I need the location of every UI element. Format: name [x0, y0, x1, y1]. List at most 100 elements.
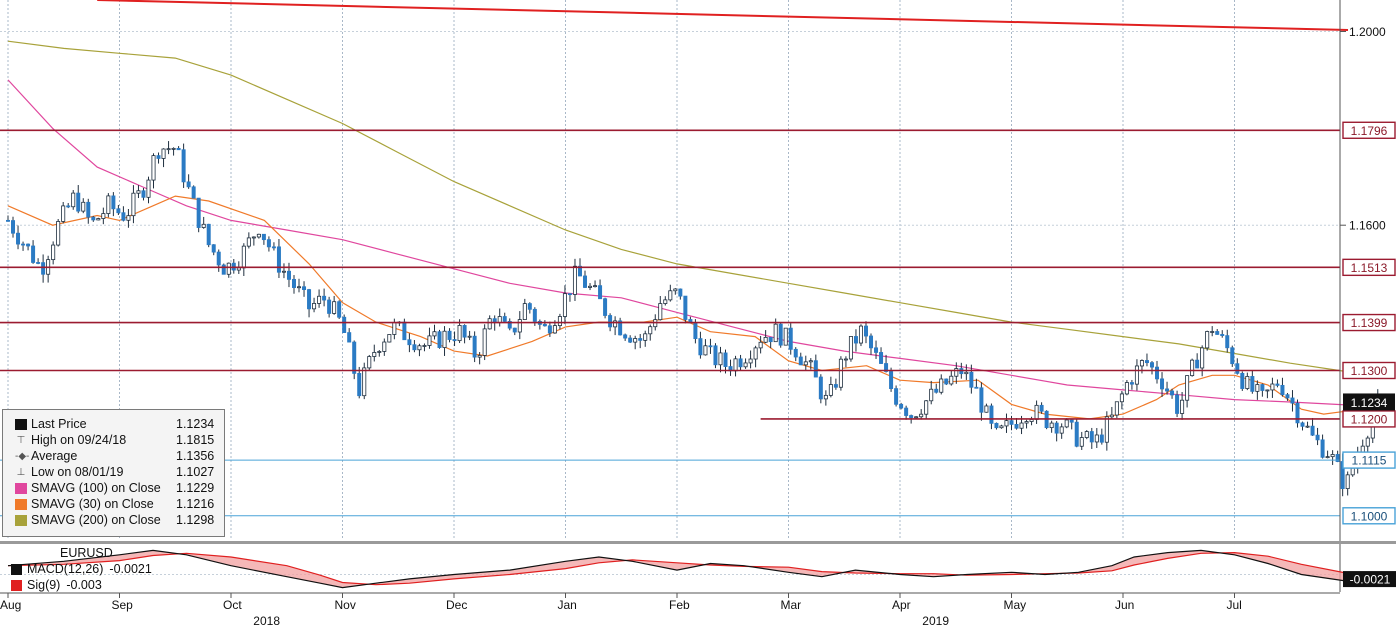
sma30-line: [7, 195, 1347, 420]
macd-legend: EURUSD MACD(12,26) -0.0021 Sig(9) -0.003: [2, 545, 162, 595]
y-tick-label: 1.2000: [1349, 25, 1386, 39]
candle-body: [226, 262, 231, 275]
price-level-label: 1.1399: [1351, 316, 1388, 330]
candle-body: [633, 338, 638, 343]
candle-body: [874, 347, 879, 353]
candle-body: [332, 301, 337, 314]
candle-body: [402, 321, 407, 341]
candle-body: [1290, 397, 1295, 404]
candle-body: [1205, 331, 1210, 349]
candle-body: [603, 298, 608, 316]
candle-body: [382, 341, 387, 352]
signal-label: Sig(9): [27, 578, 61, 592]
candle-body: [101, 213, 106, 219]
candle-body: [989, 405, 994, 424]
candle-body: [683, 295, 688, 320]
month-label: Sep: [112, 598, 134, 612]
candle-body: [658, 303, 663, 321]
candle-body: [427, 335, 432, 346]
legend-value: 1.1027: [176, 465, 215, 479]
price-level-label-box: [1342, 313, 1396, 332]
candle-body: [743, 362, 748, 368]
legend-label: Low on 08/01/19: [31, 465, 124, 479]
candle-body: [1335, 454, 1340, 462]
candle-body: [432, 331, 437, 337]
candle-body: [1295, 402, 1300, 424]
candle-body: [823, 394, 828, 400]
candle-body: [291, 278, 296, 288]
candle-body: [1104, 416, 1109, 443]
candle-body: [116, 208, 121, 214]
candle-body: [608, 315, 613, 328]
candle-body: [357, 372, 362, 397]
candle-body: [467, 335, 472, 338]
candle-body: [362, 367, 367, 397]
candle-body: [1114, 401, 1119, 416]
candle-body: [884, 363, 889, 372]
legend-value: 1.1229: [176, 481, 215, 495]
candle-body: [407, 339, 412, 346]
candle-body: [477, 355, 482, 358]
candle-body: [452, 339, 457, 342]
candle-body: [246, 237, 251, 247]
legend-value: 1.1234: [176, 417, 215, 431]
candle-body: [497, 316, 502, 324]
candle-body: [798, 356, 803, 366]
last-price-square-icon: [15, 418, 27, 430]
candle-body: [939, 378, 944, 393]
candle-body: [663, 299, 668, 304]
candle-body: [297, 286, 302, 289]
candle-body: [773, 323, 778, 343]
candle-body: [276, 246, 281, 273]
candle-body: [532, 308, 537, 322]
candle-body: [618, 320, 623, 336]
candle-body: [909, 415, 914, 418]
candle-body: [1144, 360, 1149, 364]
candle-body: [979, 387, 984, 413]
candle-body: [337, 301, 342, 318]
legend-row: -◆- Average 1.1356: [9, 448, 220, 464]
candle-body: [447, 330, 452, 340]
candle-body: [562, 293, 567, 317]
macd-signal-line: [7, 551, 1380, 586]
month-label: Apr: [892, 598, 911, 612]
candle-body: [487, 318, 492, 330]
candle-body: [1079, 437, 1084, 447]
candle-body: [753, 347, 758, 360]
candle-body: [377, 351, 382, 353]
candle-body: [302, 286, 307, 290]
candle-body: [206, 223, 211, 246]
price-level-label: 1.1796: [1351, 124, 1388, 138]
candle-body: [1054, 422, 1059, 434]
candle-body: [768, 336, 773, 343]
candle-body: [763, 336, 768, 343]
candle-body: [176, 147, 181, 151]
candle-body: [964, 371, 969, 375]
candle-body: [803, 361, 808, 366]
candle-body: [286, 270, 291, 280]
candle-body: [1240, 372, 1245, 389]
month-label: Jan: [558, 598, 577, 612]
high-marker-icon: ⊤: [16, 434, 26, 446]
candle-body: [121, 212, 126, 221]
candle-body: [623, 334, 628, 339]
candle-body: [1129, 382, 1134, 385]
candle-body: [1300, 422, 1305, 427]
candle-body: [86, 201, 91, 218]
candle-body: [1134, 365, 1139, 385]
legend-row: SMAVG (200) on Close 1.1298: [9, 512, 220, 528]
candle-body: [91, 216, 96, 221]
candle-body: [1330, 454, 1335, 458]
price-level-label-box: [1342, 258, 1396, 277]
candle-body: [352, 341, 357, 374]
candle-body: [808, 360, 813, 363]
candle-body: [71, 192, 76, 208]
candle-body: [51, 244, 56, 261]
signal-square-icon: [11, 579, 22, 591]
candle-body: [914, 416, 919, 419]
month-label: Aug: [0, 598, 21, 612]
candle-body: [1350, 467, 1355, 476]
macd-value: -0.0021: [109, 562, 152, 576]
candle-body: [457, 325, 462, 342]
